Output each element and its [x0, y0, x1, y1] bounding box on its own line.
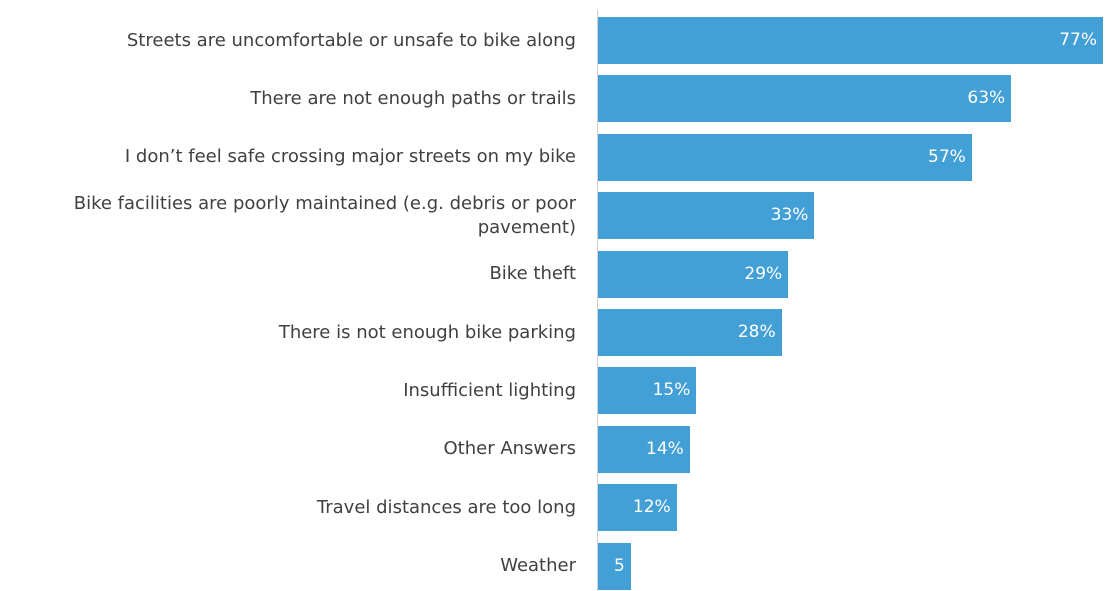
data-label: 33% — [770, 205, 809, 226]
bar — [598, 250, 789, 298]
bar — [598, 367, 697, 415]
data-label: 63% — [967, 88, 1006, 109]
data-label: 29% — [744, 263, 783, 284]
data-label: 5 — [613, 555, 625, 576]
bar — [598, 309, 782, 356]
bar — [598, 133, 972, 181]
axis-line — [597, 10, 598, 591]
data-label: 15% — [652, 380, 691, 401]
category-label: Bike facilities are poorly maintained (e… — [73, 192, 576, 238]
category-label: There is not enough bike parking — [278, 321, 576, 343]
bar — [598, 17, 1103, 64]
category-label: Bike theft — [489, 263, 576, 285]
data-label: 57% — [928, 146, 966, 167]
category-label: Travel distances are too long — [316, 496, 576, 518]
category-label: Other Answers — [443, 438, 576, 460]
data-label: 28% — [737, 322, 776, 342]
bar — [598, 484, 677, 532]
category-label: Weather — [500, 555, 576, 577]
data-label: 77% — [1059, 30, 1097, 50]
data-label: 14% — [646, 438, 684, 459]
bar — [598, 542, 631, 590]
category-label: Insufficient lighting — [403, 379, 576, 401]
category-label: There are not enough paths or trails — [250, 87, 576, 109]
bar — [598, 75, 1012, 123]
bar — [598, 192, 815, 240]
data-label: 12% — [632, 497, 671, 518]
category-label: I don’t feel safe crossing major streets… — [124, 146, 576, 168]
category-label: Streets are uncomfortable or unsafe to b… — [126, 29, 576, 51]
bar — [598, 425, 690, 473]
